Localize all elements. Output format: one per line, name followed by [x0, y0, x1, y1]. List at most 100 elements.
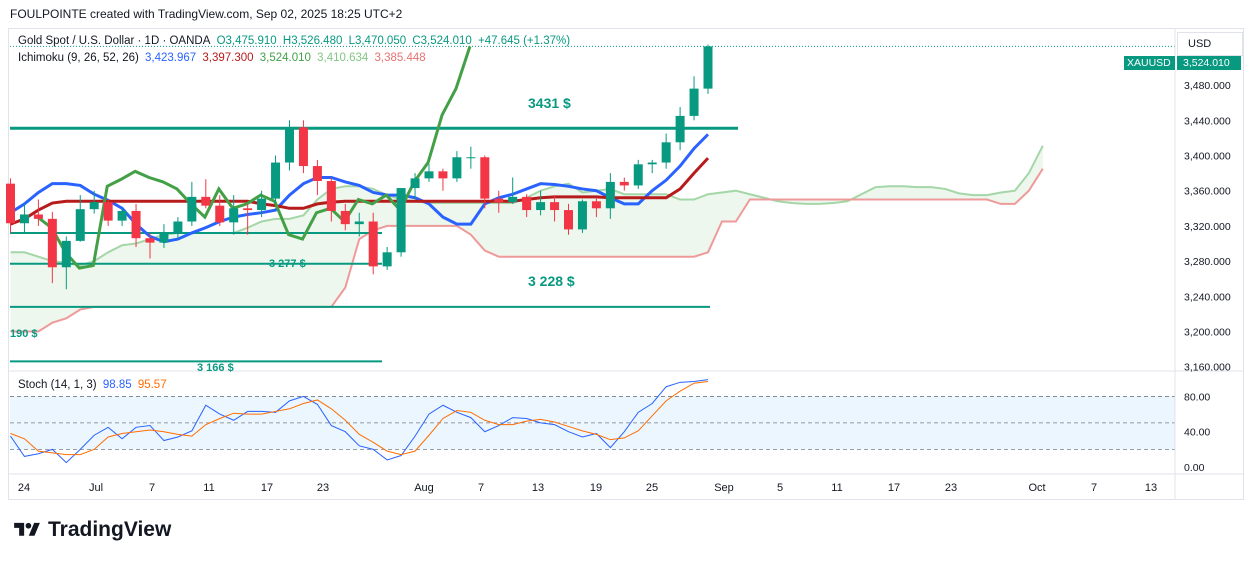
level-label: 3 166 $	[197, 362, 234, 374]
candle-body	[6, 183, 15, 224]
level-label: 3 277 $	[269, 258, 306, 270]
time-tick-label: 7	[149, 482, 155, 494]
ichimoku-tenkan-line	[9, 133, 710, 244]
candle-body	[131, 210, 141, 239]
price-tick-label: 3,320.000	[1184, 221, 1231, 233]
candle-body	[354, 221, 364, 225]
candle-body	[33, 214, 43, 219]
time-tick-label: 11	[831, 482, 842, 494]
time-tick-label: Sep	[714, 482, 734, 494]
ichimoku-chikou-value: 3,524.010	[259, 52, 311, 64]
candle-body	[257, 198, 267, 211]
stoch-name: Stoch (14, 1, 3)	[18, 379, 97, 391]
time-tick-label: 19	[590, 482, 602, 494]
price-tick-label: 3,360.000	[1184, 186, 1231, 198]
time-tick-label: 17	[261, 482, 273, 494]
stoch-d-value: 95.57	[137, 379, 167, 391]
price-tick-label: 3,160.000	[1184, 362, 1231, 374]
time-tick-label: 25	[646, 482, 658, 494]
candle-body	[508, 196, 518, 203]
candle-body	[117, 210, 127, 221]
ichimoku-span-a-value: 3,410.634	[317, 52, 369, 64]
price-tick-label: 3,480.000	[1184, 80, 1231, 92]
last-price-label: 3,524.010	[1177, 56, 1241, 70]
tradingview-logo-icon	[14, 522, 40, 536]
candle-body	[438, 171, 448, 179]
candle-body	[285, 127, 294, 163]
symbol-tag: XAUUSD	[1124, 56, 1175, 70]
price-tick-label: 3,280.000	[1184, 256, 1231, 268]
time-tick-label: 5	[777, 482, 783, 494]
time-tick-label: 24	[18, 482, 30, 494]
price-tick-label: 3,440.000	[1184, 115, 1231, 127]
chart-title: FOULPOINTE created with TradingView.com,…	[10, 7, 403, 21]
candle-body	[326, 181, 336, 211]
candle-body	[619, 181, 629, 186]
legend-ohlc: Gold Spot / U.S. Dollar · 1D · OANDA O3,…	[18, 35, 573, 47]
candle-body	[382, 252, 392, 267]
legend-high: H3,526.480	[282, 35, 343, 47]
candle-body	[522, 196, 532, 211]
candle-body	[550, 202, 560, 211]
candle-body	[271, 162, 281, 199]
candle-body	[633, 164, 643, 186]
legend-change: +47.645 (+1.37%)	[478, 35, 571, 47]
time-tick-label: 11	[203, 482, 214, 494]
candle-body	[675, 115, 685, 143]
candle-body	[689, 88, 699, 116]
candle-body	[605, 181, 615, 209]
time-tick-label: 23	[317, 482, 329, 494]
time-tick-label: Jul	[89, 482, 103, 494]
stoch-k-value: 98.85	[102, 379, 132, 391]
candle-body	[187, 196, 197, 222]
time-tick-label: 7	[1091, 482, 1097, 494]
candle-body	[494, 198, 504, 203]
candle-body	[89, 202, 99, 210]
price-tick-label: 3,200.000	[1184, 327, 1231, 339]
candle-body	[173, 221, 183, 233]
brand-name: TradingView	[48, 518, 172, 541]
candle-body	[661, 142, 671, 163]
candle-body	[19, 214, 29, 224]
time-tick-label: Oct	[1028, 482, 1045, 494]
candle-body	[75, 209, 85, 241]
time-tick-label: 13	[532, 482, 544, 494]
level-label: 3431 $	[528, 95, 571, 111]
tradingview-logo[interactable]: TradingView	[12, 518, 171, 542]
candle-body	[564, 210, 573, 230]
candle-body	[396, 188, 406, 253]
candle-body	[410, 178, 420, 189]
candle-body	[61, 240, 71, 268]
stoch-d-line	[10, 380, 709, 456]
legend-stoch: Stoch (14, 1, 3) 98.85 95.57	[18, 379, 170, 391]
time-tick-label: 7	[478, 482, 484, 494]
candle-body	[298, 127, 308, 167]
candle-body	[480, 157, 490, 199]
level-label: 190 $	[10, 328, 38, 340]
legend-ichimoku: Ichimoku (9, 26, 52, 26) 3,423.967 3,397…	[18, 52, 429, 64]
currency-selector[interactable]: USD	[1177, 32, 1243, 56]
ichimoku-cloud	[10, 145, 1043, 332]
candle-body	[703, 46, 713, 89]
time-tick-label: 17	[888, 482, 900, 494]
stoch-tick-label: 0.00	[1184, 462, 1205, 474]
stoch-tick-label: 80.00	[1184, 391, 1210, 403]
chart-panel[interactable]	[8, 28, 1244, 500]
price-tick-label: 3,400.000	[1184, 151, 1231, 163]
ichimoku-kijun-value: 3,397.300	[202, 52, 254, 64]
candle-body	[577, 201, 587, 230]
price-tick-label: 3,240.000	[1184, 291, 1231, 303]
legend-open: O3,475.910	[216, 35, 277, 47]
candle-body	[591, 201, 601, 209]
candle-body	[243, 208, 253, 211]
candle-body	[159, 232, 169, 243]
time-tick-label: 23	[945, 482, 957, 494]
candle-body	[103, 202, 113, 221]
legend-close: C3,524.010	[412, 35, 472, 47]
candle-body	[340, 210, 350, 225]
level-label: 3 228 $	[528, 273, 575, 289]
legend-low: L3,470.050	[348, 35, 407, 47]
ichimoku-span-b-value: 3,385.448	[374, 52, 426, 64]
stoch-k-line	[10, 379, 709, 464]
